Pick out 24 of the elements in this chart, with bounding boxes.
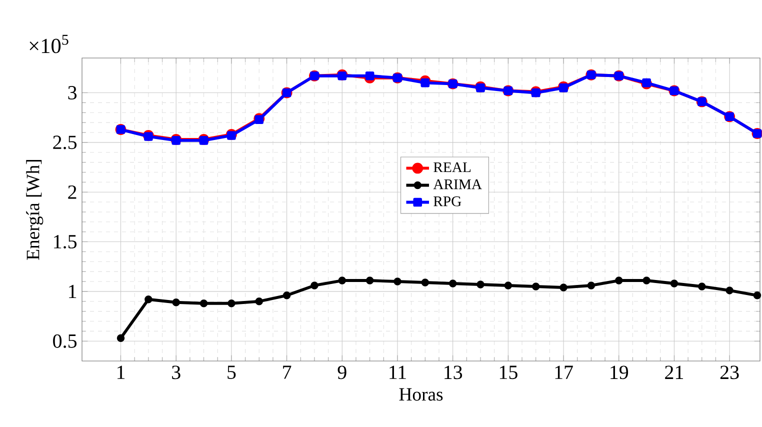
x-axis-title: Horas (399, 388, 443, 401)
y-tick-label: 2 (68, 185, 76, 199)
y-tick-label: 1 (69, 284, 76, 298)
x-tick-label: 5 (228, 366, 236, 379)
x-tick-label: 9 (338, 366, 346, 380)
x-tick-label: 15 (500, 366, 518, 380)
legend-label: RPG (434, 196, 462, 206)
x-tick-label: 7 (283, 366, 292, 379)
legend-label: REAL (434, 162, 471, 172)
y-tick-label: 0.5 (53, 334, 77, 348)
y-tick-label: 1.5 (54, 235, 77, 249)
y-tick-label: 2.5 (53, 136, 77, 150)
text: ×10$^{5}$ (30, 34, 68, 54)
x-tick-label: 13 (444, 366, 462, 380)
y-tick-label: 3 (68, 86, 77, 100)
x-tick-label: 21 (665, 366, 684, 379)
x-tick-label: 23 (720, 366, 739, 380)
x-tick-label: 11 (390, 366, 406, 379)
x-tick-label: 3 (172, 366, 180, 380)
x-tick-label: 1 (118, 366, 125, 379)
x-tick-label: 17 (555, 366, 573, 379)
y-axis-title: Energía [Wh] (26, 160, 44, 260)
legend-label: ARIMA (433, 179, 482, 190)
x-tick-label: 19 (610, 366, 628, 380)
